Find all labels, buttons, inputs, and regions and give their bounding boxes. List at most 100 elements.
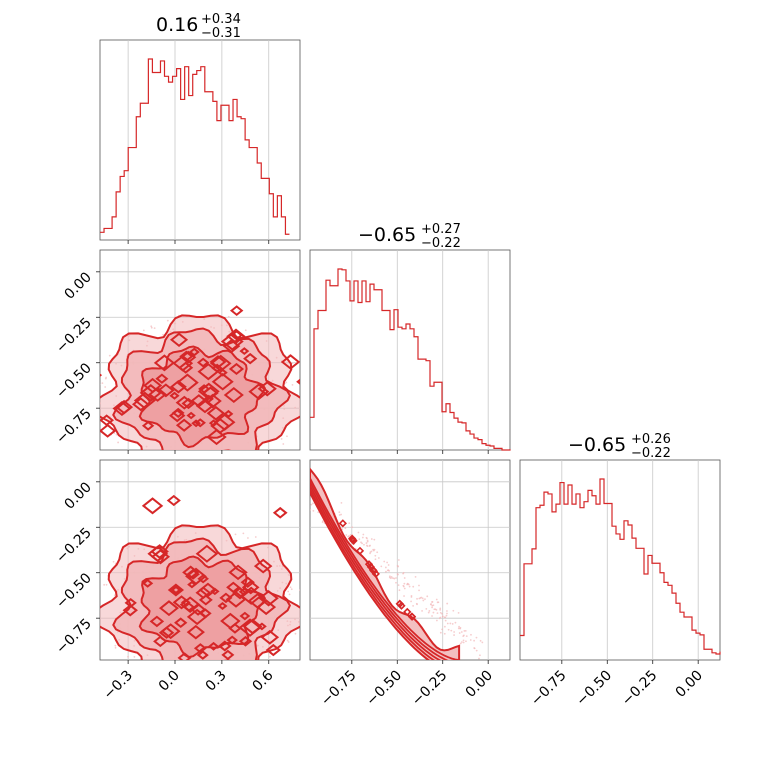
density-contour xyxy=(175,418,193,432)
density-contour xyxy=(158,600,179,617)
scatter-point xyxy=(416,603,418,606)
density-contour xyxy=(310,485,442,660)
y-tick-label: −0.50 xyxy=(53,360,95,402)
title-param2-lower: −0.22 xyxy=(421,236,461,251)
scatter-point xyxy=(439,611,442,614)
density-contour xyxy=(143,377,163,394)
scatter-point xyxy=(441,615,444,618)
density-contour xyxy=(226,635,238,645)
scatter-point xyxy=(103,583,106,586)
density-contour xyxy=(321,350,338,364)
scatter-point xyxy=(361,542,364,545)
scatter-point xyxy=(431,601,434,603)
scatter-point xyxy=(481,641,484,644)
scatter-point xyxy=(153,327,156,330)
density-contour xyxy=(131,397,150,412)
scatter-point xyxy=(188,662,190,664)
scatter-point xyxy=(368,545,371,547)
scatter-point xyxy=(435,608,438,611)
scatter-point xyxy=(366,539,369,542)
x-tick-label: 0.6 xyxy=(250,667,277,694)
scatter-point xyxy=(380,565,383,568)
scatter-point xyxy=(223,465,225,467)
scatter-point xyxy=(412,604,414,607)
scatter-point xyxy=(446,622,449,625)
panel-grid xyxy=(127,40,270,244)
y-tick-label: −0.50 xyxy=(53,570,95,612)
density-contour xyxy=(280,354,300,370)
density-contour xyxy=(239,586,263,605)
x-tick-label: 0.00 xyxy=(463,668,496,701)
scatter-point xyxy=(372,548,375,551)
y-tick-label: 0.00 xyxy=(61,269,94,302)
density-layer xyxy=(100,494,300,688)
title-param1-lower: −0.31 xyxy=(201,26,241,41)
scatter-point xyxy=(227,315,230,318)
density-contour xyxy=(169,409,186,423)
density-contour xyxy=(100,423,117,438)
density-contour xyxy=(37,430,51,441)
scatter-point xyxy=(395,577,397,579)
density-contour xyxy=(142,578,154,588)
density-contour xyxy=(149,615,165,628)
scatter-point xyxy=(358,538,361,541)
scatter-point xyxy=(403,582,406,585)
scatter-point xyxy=(451,623,454,625)
panel-hist-param1: 0.16 +0.34 −0.31 xyxy=(99,12,301,244)
density-contour xyxy=(226,328,246,345)
scatter-point xyxy=(478,657,480,660)
density-contour xyxy=(313,399,325,408)
scatter-point xyxy=(269,655,271,658)
density-contour xyxy=(169,332,189,348)
scatter-point xyxy=(282,443,285,445)
density-contour xyxy=(349,536,358,545)
scatter-point xyxy=(113,594,116,597)
scatter-point xyxy=(449,622,452,625)
scatter-point xyxy=(115,433,118,436)
density-contour xyxy=(239,611,251,621)
density-contour xyxy=(247,592,268,609)
scatter-point xyxy=(254,536,257,538)
scatter-point xyxy=(157,673,159,675)
scatter-point xyxy=(374,558,377,561)
scatter-point xyxy=(242,532,245,535)
histogram-step-line xyxy=(520,478,721,655)
scatter-point xyxy=(402,585,405,588)
scatter-point xyxy=(185,686,187,688)
scatter-point xyxy=(317,511,320,514)
scatter-point xyxy=(431,606,433,609)
scatter-point xyxy=(436,612,439,615)
scatter-point xyxy=(447,628,450,631)
scatter-point xyxy=(436,601,439,604)
x-tick-label: −0.50 xyxy=(573,668,615,710)
density-contour xyxy=(186,671,201,683)
scatter-point xyxy=(166,462,168,464)
scatter-point xyxy=(462,635,465,638)
scatter-point xyxy=(263,451,265,453)
scatter-point xyxy=(97,401,99,403)
scatter-point xyxy=(347,535,349,538)
scatter-point xyxy=(412,585,415,588)
scatter-point xyxy=(408,585,411,588)
scatter-point xyxy=(288,593,291,596)
scatter-point xyxy=(419,597,422,599)
scatter-point xyxy=(473,647,476,650)
scatter-point xyxy=(117,441,120,444)
scatter-point xyxy=(390,575,393,578)
scatter-point xyxy=(406,583,408,586)
scatter-point xyxy=(388,570,391,572)
density-contour xyxy=(226,581,241,594)
panel-density-param1-vs-param2 xyxy=(37,249,338,467)
scatter-point xyxy=(264,453,266,455)
scatter-point xyxy=(458,625,460,628)
scatter-point xyxy=(469,639,472,641)
density-contour xyxy=(239,347,250,356)
x-tick-label: −0.75 xyxy=(528,668,570,710)
scatter-point xyxy=(348,522,351,524)
density-contour xyxy=(153,354,176,372)
density-contour xyxy=(208,419,219,427)
density-contour xyxy=(243,352,258,365)
title-param3-lower: −0.22 xyxy=(631,446,671,461)
scatter-point xyxy=(289,586,292,589)
density-contour xyxy=(355,546,365,555)
